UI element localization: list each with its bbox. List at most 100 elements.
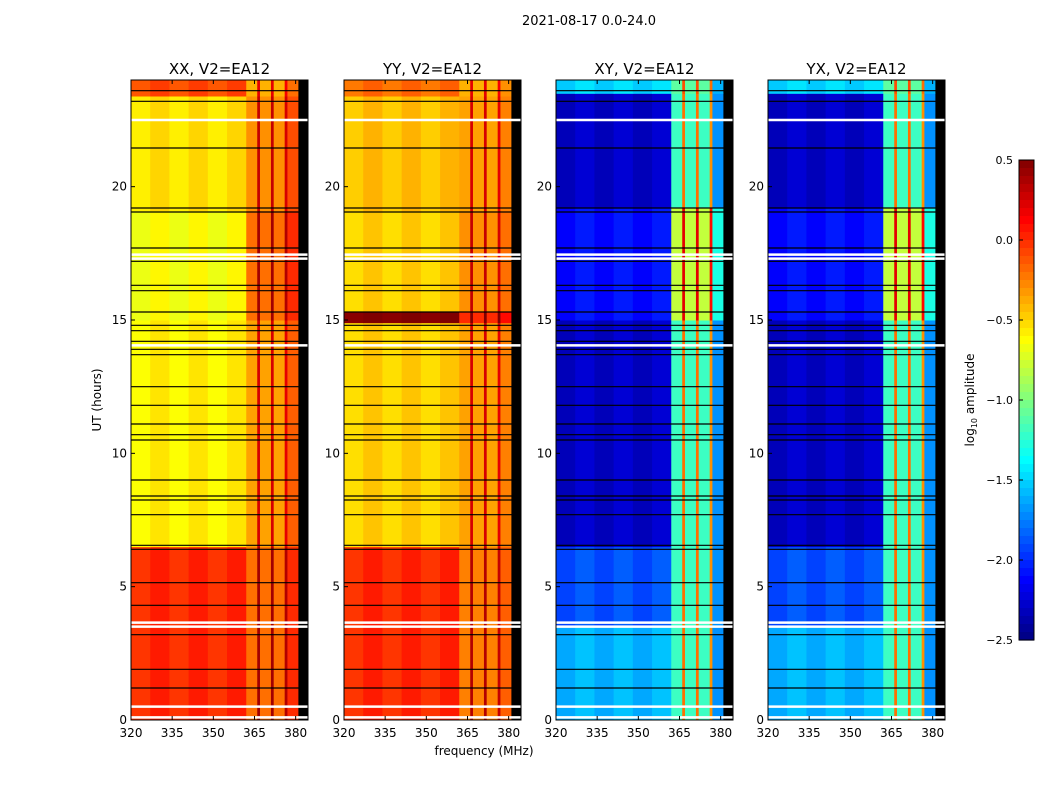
heatmap-cell — [682, 93, 686, 209]
heatmap-cell — [273, 96, 286, 212]
heatmap-cell — [483, 312, 488, 324]
heatmap-cell — [921, 546, 925, 628]
heatmap-cell — [363, 96, 383, 212]
heatmap-cell — [273, 210, 286, 321]
heatmap-cell — [935, 626, 946, 721]
heatmap-cell — [131, 96, 151, 212]
heatmap-cell — [695, 320, 700, 548]
heatmap-cell — [768, 208, 788, 321]
heatmap-cell — [896, 80, 909, 94]
x-tick-label: 320 — [545, 726, 568, 740]
y-tick-label: 20 — [537, 180, 552, 194]
colorbar-segment — [1019, 184, 1034, 193]
heatmap-cell — [459, 312, 471, 324]
heatmap-cell — [910, 546, 923, 628]
colorbar-segment — [1019, 512, 1034, 521]
heatmap-cell — [470, 546, 474, 721]
heatmap-cell — [712, 626, 724, 721]
heatmap-cell — [684, 208, 697, 321]
heatmap-cell — [594, 93, 615, 209]
heatmap-cell — [896, 93, 909, 209]
heatmap-cell — [709, 208, 713, 321]
heatmap-cell — [682, 546, 686, 628]
x-tick-label: 365 — [668, 726, 691, 740]
heatmap-cell — [768, 626, 788, 721]
heatmap-cell — [709, 626, 713, 721]
heatmap-cell — [500, 80, 512, 97]
heatmap-cell — [907, 626, 912, 721]
panel-2: XY, V2=EA12 320 335 350 365 380 0 5 10 15 20 — [537, 60, 734, 740]
heatmap-cell — [420, 80, 441, 97]
x-tick-label: 335 — [586, 726, 609, 740]
heatmap-cell — [169, 320, 190, 548]
heatmap-cell — [227, 546, 247, 721]
heatmap-cell — [907, 208, 912, 321]
heatmap-cell — [844, 320, 865, 548]
colorbar-segment — [1019, 392, 1034, 401]
heatmap-cell — [246, 546, 258, 721]
colorbar-tick-label: −2.0 — [986, 554, 1013, 567]
colorbar-segment — [1019, 296, 1034, 305]
heatmap-cell — [401, 80, 422, 97]
heatmap-cell — [420, 312, 441, 324]
heatmap-cell — [207, 210, 228, 321]
heatmap-cell — [575, 546, 595, 628]
heatmap-cell — [924, 80, 936, 94]
heatmap-cell — [344, 546, 364, 721]
heatmap-cell — [768, 93, 788, 209]
heatmap-cell — [486, 312, 499, 324]
colorbar-segment — [1019, 608, 1034, 617]
heatmap-cell — [246, 320, 258, 548]
heatmap-cell — [273, 546, 286, 721]
heatmap-cell — [575, 626, 595, 721]
heatmap-cell — [150, 546, 170, 721]
colorbar-segment — [1019, 216, 1034, 225]
y-tick-label: 0 — [332, 713, 340, 727]
heatmap-cell — [169, 546, 190, 721]
heatmap-cell — [806, 93, 827, 209]
y-tick-label: 0 — [756, 713, 764, 727]
colorbar-segment — [1019, 624, 1034, 633]
heatmap-cell — [472, 80, 485, 97]
heatmap-cell — [556, 93, 576, 209]
heatmap-cell — [259, 320, 272, 548]
y-tick-label: 20 — [749, 180, 764, 194]
heatmap-cell — [556, 626, 576, 721]
heatmap-cell — [684, 320, 697, 548]
heatmap-cell — [511, 312, 522, 324]
heatmap-cell — [924, 208, 936, 321]
colorbar-segment — [1019, 272, 1034, 281]
x-tick-label: 350 — [839, 726, 862, 740]
heatmap-cell — [188, 320, 209, 548]
heatmap-cell — [594, 626, 615, 721]
heatmap-cell — [924, 626, 936, 721]
x-tick-label: 335 — [161, 726, 184, 740]
heatmap-cell — [698, 626, 711, 721]
heatmap-cell — [227, 320, 247, 548]
heatmap-cell — [698, 320, 711, 548]
heatmap-cell — [298, 80, 309, 97]
x-tick-label: 380 — [709, 726, 732, 740]
y-tick-label: 0 — [119, 713, 127, 727]
x-tick-label: 380 — [921, 726, 944, 740]
heatmap-cell — [935, 208, 946, 321]
heatmap-cell — [698, 80, 711, 94]
heatmap-cell — [284, 96, 288, 212]
y-tick-label: 10 — [325, 446, 340, 460]
heatmap-cell — [613, 546, 634, 628]
y-tick-label: 20 — [112, 180, 127, 194]
heatmap-cell — [483, 96, 488, 212]
colorbar-segment — [1019, 160, 1034, 169]
colorbar-tick-label: −1.5 — [986, 474, 1013, 487]
heatmap-cell — [652, 93, 672, 209]
heatmap-cell — [257, 210, 261, 321]
heatmap-cell — [270, 80, 275, 97]
colorbar-segment — [1019, 248, 1034, 257]
heatmap-cell — [257, 320, 261, 548]
x-tick-label: 365 — [456, 726, 479, 740]
heatmap-cell — [613, 93, 634, 209]
heatmap-cell — [910, 626, 923, 721]
heatmap-cell — [883, 546, 895, 628]
heatmap-cell — [287, 80, 299, 97]
heatmap-cell — [207, 320, 228, 548]
